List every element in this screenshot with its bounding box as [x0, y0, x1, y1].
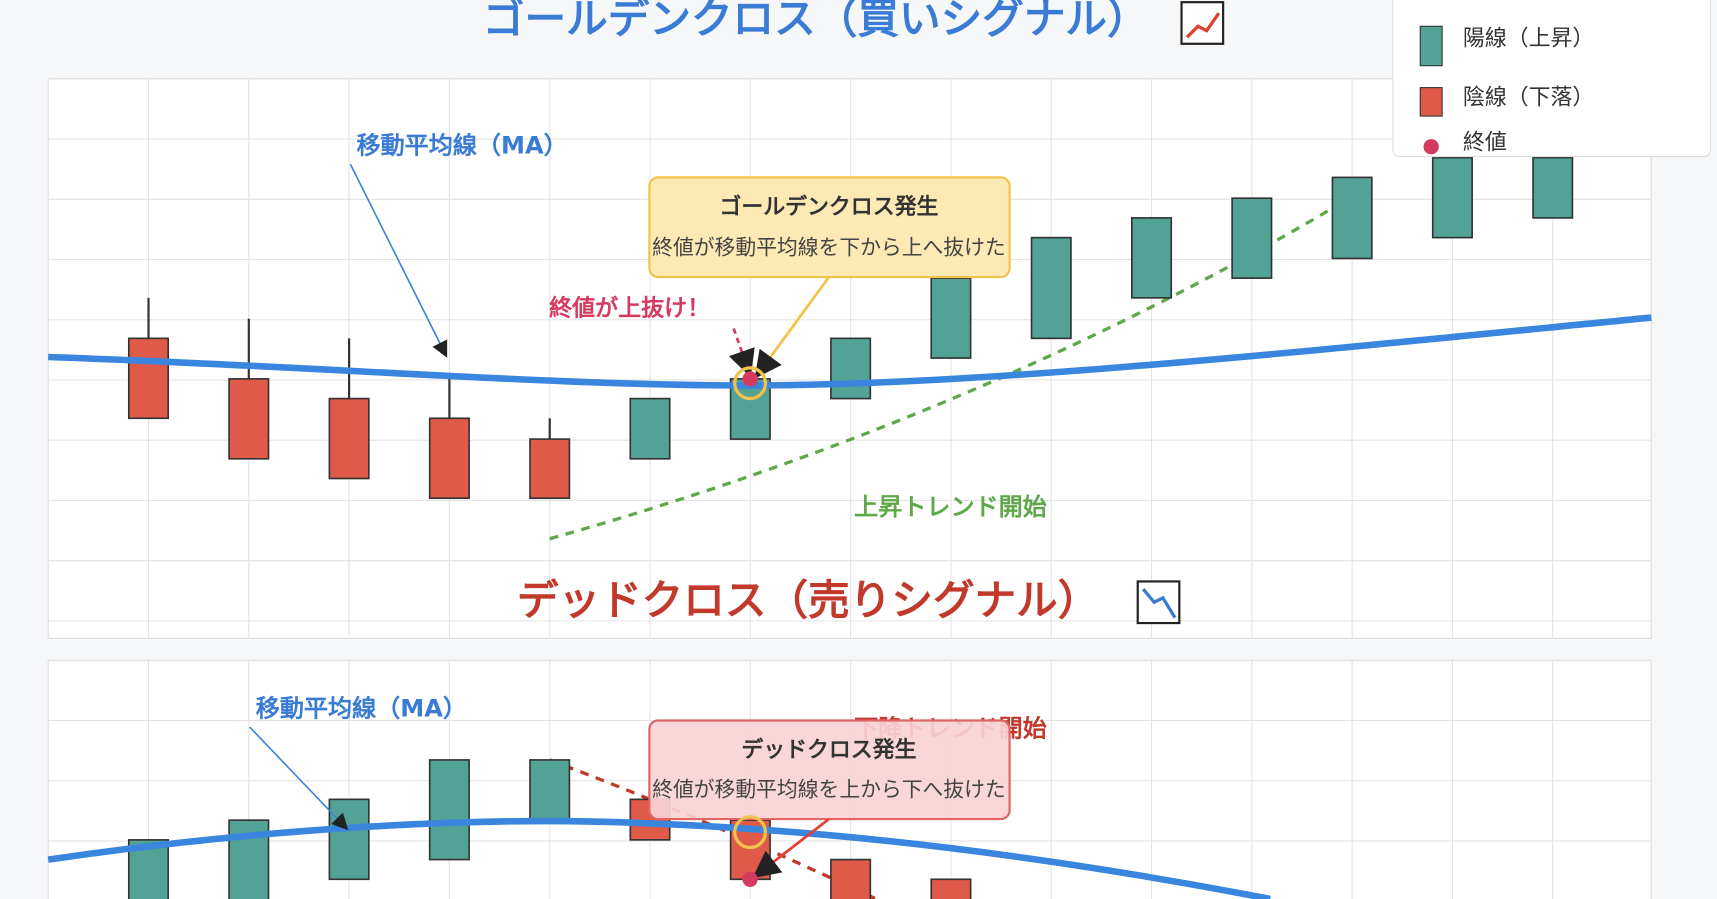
- callout-arrow: [754, 276, 831, 379]
- ma-line: [47, 817, 1271, 899]
- trend-line: [549, 195, 1353, 541]
- candle: [830, 858, 872, 899]
- candle: [529, 438, 571, 500]
- ma-label: 移動平均線（MA）: [357, 132, 568, 160]
- candle: [1030, 236, 1072, 340]
- callout: [648, 176, 1011, 279]
- candle: [1231, 197, 1273, 279]
- point-label: 終値が上抜け！: [549, 294, 710, 321]
- close-dot: [742, 871, 758, 887]
- legend-label: 陰線（下落）: [1463, 86, 1594, 111]
- callout-text: 終値が移動平均線を下から上へ抜けた: [652, 236, 1006, 260]
- candle: [228, 378, 270, 460]
- callout-title: デッドクロス発生: [741, 737, 916, 763]
- candle: [1431, 156, 1473, 239]
- candle: [930, 277, 972, 359]
- candle: [930, 878, 972, 899]
- candle: [428, 759, 470, 861]
- ma-arrow: [249, 726, 349, 831]
- golden-icon: [1180, 1, 1225, 45]
- candle: [328, 397, 370, 480]
- legend: 陽線（上昇） 陰線（下落） 終値: [1392, 0, 1711, 158]
- candle: [830, 337, 872, 400]
- callout-text: 終値が移動平均線を上から下へ抜けた: [652, 778, 1006, 802]
- dead-icon: [1136, 580, 1181, 625]
- dead-title: デッドクロス（売りシグナル）: [517, 575, 1100, 624]
- candle: [428, 417, 470, 500]
- ma-line: [48, 314, 1652, 389]
- callout-arrow: [752, 817, 830, 879]
- callout-title: ゴールデンクロス発生: [719, 194, 938, 220]
- candle: [1130, 217, 1173, 299]
- callout: [648, 719, 1011, 821]
- ma-arrow: [349, 163, 448, 358]
- candle: [1331, 176, 1373, 260]
- candle: [127, 337, 170, 420]
- highlight-ring: [733, 815, 768, 850]
- candle: [529, 759, 571, 821]
- candle: [328, 798, 370, 881]
- candle: [1532, 156, 1574, 219]
- ma-label: 移動平均線（MA）: [256, 695, 467, 723]
- candle: [629, 397, 671, 460]
- legend-label: 陽線（上昇）: [1463, 26, 1594, 51]
- legend-label: 終値: [1463, 130, 1507, 155]
- highlight-ring: [733, 366, 768, 401]
- trend-label: 上昇トレンド開始: [854, 493, 1047, 521]
- golden-title: ゴールデンクロス（買いシグナル）: [483, 0, 1149, 43]
- close-dot: [742, 371, 758, 387]
- point-arrow: [728, 328, 755, 378]
